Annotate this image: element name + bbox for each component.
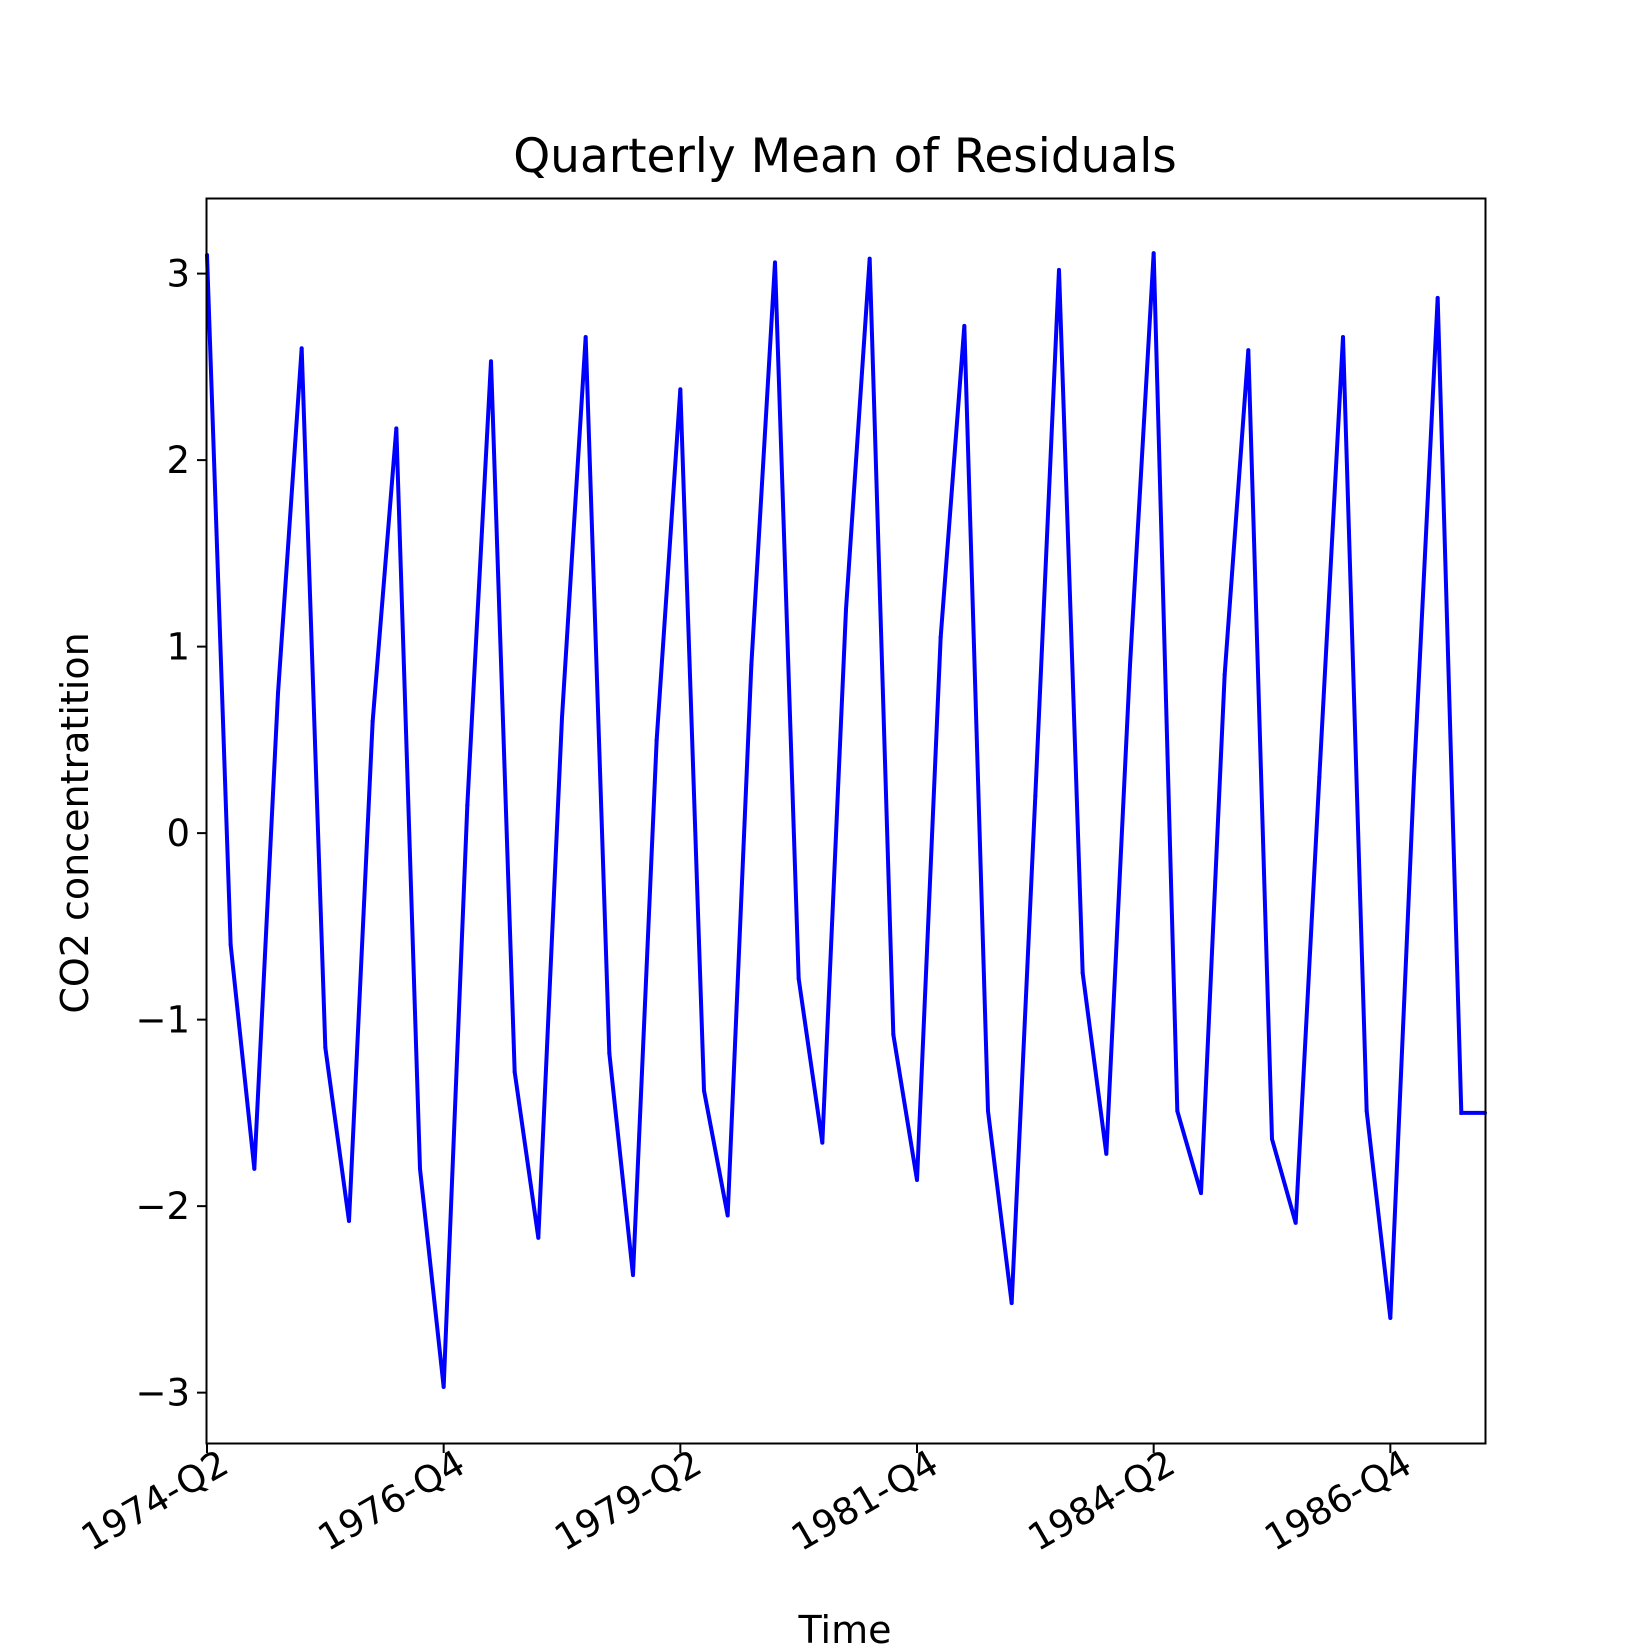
data-point <box>1246 348 1251 353</box>
data-point <box>986 1109 990 1114</box>
data-point <box>962 323 967 328</box>
data-point <box>418 1166 422 1171</box>
data-point <box>1009 1301 1014 1306</box>
data-point <box>678 387 683 392</box>
data-point <box>299 346 304 351</box>
data-point <box>1033 793 1038 798</box>
data-point <box>536 1235 541 1240</box>
data-point <box>1128 663 1132 668</box>
data-point <box>1080 971 1085 976</box>
y-tick-label: 3 <box>166 253 190 296</box>
data-point <box>1317 775 1322 780</box>
y-tick-label: 1 <box>166 626 190 669</box>
data-point <box>465 803 470 808</box>
data-point <box>867 256 872 261</box>
data-point <box>252 1166 257 1171</box>
data-point <box>820 1140 825 1145</box>
data-point <box>1222 672 1227 677</box>
data-point <box>347 1219 351 1224</box>
data-point <box>773 260 777 265</box>
data-point <box>749 663 754 668</box>
data-point <box>796 976 801 981</box>
data-point <box>512 1069 517 1074</box>
chart-title: Quarterly Mean of Residuals <box>513 129 1177 184</box>
data-point <box>1388 1316 1393 1321</box>
data-point <box>1057 267 1061 272</box>
data-point <box>915 1178 919 1183</box>
data-point <box>1270 1136 1274 1141</box>
data-point <box>891 1032 896 1037</box>
data-point <box>1364 1109 1369 1114</box>
data-point <box>1104 1151 1109 1156</box>
y-axis-title: CO2 concentratition <box>53 632 97 1013</box>
data-point <box>276 691 280 696</box>
y-tick-label: −2 <box>135 1185 190 1228</box>
data-point <box>228 943 233 948</box>
y-tick-label: −3 <box>135 1372 190 1415</box>
data-point <box>583 335 588 340</box>
plot-data <box>205 251 1487 1390</box>
y-tick-label: 0 <box>166 812 190 855</box>
data-point <box>489 359 493 364</box>
data-point <box>702 1088 706 1093</box>
data-point <box>441 1385 446 1390</box>
data-point <box>394 426 399 431</box>
y-tick-label: 2 <box>166 439 190 482</box>
data-point <box>1293 1220 1298 1225</box>
data-point <box>1341 335 1345 340</box>
data-point <box>370 719 375 724</box>
data-point <box>938 635 943 640</box>
data-point <box>323 1045 328 1050</box>
data-point <box>1459 1110 1464 1115</box>
plot-frame <box>205 197 1487 1445</box>
data-point <box>1412 775 1416 780</box>
data-point <box>607 1051 612 1056</box>
data-point <box>654 737 659 742</box>
data-point <box>1199 1191 1203 1196</box>
data-point <box>1175 1109 1180 1114</box>
data-point <box>725 1213 730 1218</box>
data-point <box>631 1273 635 1278</box>
x-axis-title: Time <box>798 1608 892 1650</box>
data-point <box>1435 295 1440 300</box>
y-axis: 3 2 1 0 −1 −2 −3 <box>135 253 207 1415</box>
data-point <box>1151 251 1156 256</box>
y-tick-label: −1 <box>135 999 190 1042</box>
data-point <box>560 715 564 720</box>
data-point <box>844 607 848 612</box>
